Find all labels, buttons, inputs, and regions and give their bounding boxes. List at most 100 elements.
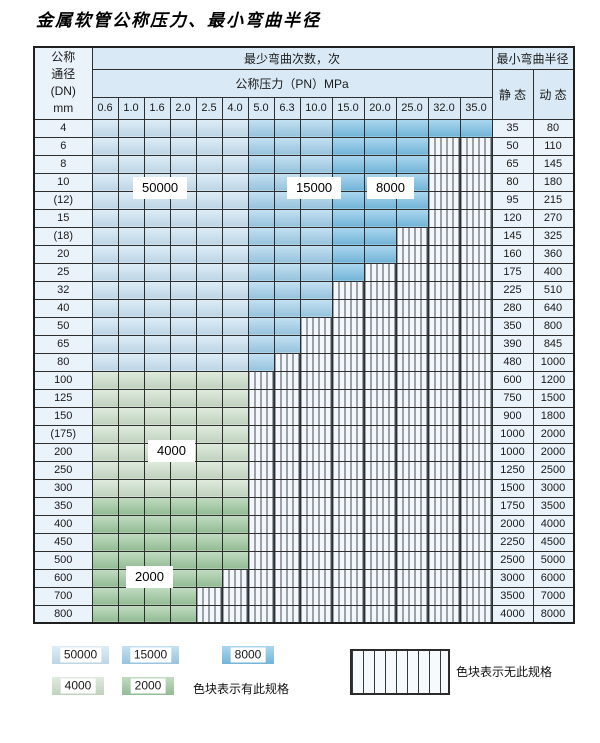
spec-cell-50000 [117,136,145,156]
spec-cell-4000 [195,460,223,480]
dynamic-radius-cell: 3500 [532,496,574,516]
dn-cell: 40 [33,298,93,318]
dn-cell: 80 [33,352,93,372]
pressure-column-header: 4.0 [221,96,249,120]
pressure-column-header: 25.0 [395,96,429,120]
no-spec-cell [395,244,429,264]
spec-table-body: 4 35 80 6 50 110 8 65 145 10 80 180 (12) 95 215 15 120 27… [33,118,574,624]
spec-cell-50000 [117,316,145,336]
spec-cell-50000 [221,136,249,156]
spec-cell-4000 [169,388,197,408]
static-radius-cell: 2500 [491,550,534,570]
no-spec-cell [459,442,493,462]
no-spec-cell [331,370,365,390]
spec-cell-15000 [299,298,333,318]
no-spec-cell [273,370,301,390]
no-spec-cell [363,442,397,462]
no-spec-cell [427,208,461,228]
legend-swatch-8000: 8000 [222,646,274,664]
pressure-column-header: 6.3 [273,96,301,120]
spec-cell-2000 [117,514,145,534]
table-row: 20 160 360 [33,244,574,264]
dn-cell: 20 [33,244,93,264]
no-spec-cell [247,388,275,408]
spec-cell-4000 [221,478,249,498]
no-spec-cell [459,388,493,408]
region-label-15000: 15000 [287,177,342,199]
dynamic-radius-cell: 640 [532,298,574,318]
spec-cell-2000 [195,550,223,570]
page-title: 金属软管公称压力、最小弯曲半径 [36,11,321,31]
spec-cell-2000 [91,496,119,516]
dn-cell: 250 [33,460,93,480]
spec-cell-50000 [169,154,197,174]
dynamic-radius-cell: 800 [532,316,574,336]
no-spec-cell [247,514,275,534]
static-radius-cell: 4000 [491,604,534,624]
no-spec-cell [395,424,429,444]
spec-cell-2000 [143,532,171,552]
static-radius-cell: 160 [491,244,534,264]
legend-swatch-4000: 4000 [52,677,104,695]
no-spec-cell [247,604,275,624]
legend-swatch-50000: 50000 [52,646,109,664]
no-spec-cell [363,478,397,498]
static-radius-cell: 1250 [491,460,534,480]
no-spec-cell [273,424,301,444]
spec-cell-8000 [395,154,429,174]
spec-cell-50000 [221,190,249,210]
spec-cell-15000 [273,244,301,264]
pressure-column-header: 35.0 [459,96,493,120]
no-spec-cell [459,298,493,318]
no-spec-cell [273,388,301,408]
spec-cell-4000 [143,406,171,426]
spec-cell-50000 [195,280,223,300]
spec-cell-4000 [91,424,119,444]
spec-cell-4000 [143,478,171,498]
spec-cell-50000 [91,352,119,372]
spec-cell-50000 [143,226,171,246]
no-spec-cell [247,424,275,444]
table-row: 300 1500 3000 [33,478,574,498]
static-radius-cell: 145 [491,226,534,246]
spec-cell-2000 [169,568,197,588]
no-spec-cell [331,298,365,318]
dn-cell: 500 [33,550,93,570]
spec-cell-50000 [91,226,119,246]
spec-cell-50000 [91,190,119,210]
spec-cell-50000 [117,352,145,372]
no-spec-cell [299,532,333,552]
spec-cell-15000 [247,352,275,372]
no-spec-cell [331,604,365,624]
spec-cell-15000 [247,334,275,354]
spec-cell-50000 [169,244,197,264]
dn-cell: (175) [33,424,93,444]
no-spec-cell [459,370,493,390]
spec-cell-15000 [247,280,275,300]
no-spec-cell [395,460,429,480]
legend-swatch-2000: 2000 [122,677,174,695]
spec-cell-8000 [331,244,365,264]
table-row: 80 480 1000 [33,352,574,372]
spec-cell-4000 [195,442,223,462]
spec-cell-50000 [169,280,197,300]
no-spec-cell [195,586,223,606]
region-label-2000: 2000 [126,566,173,588]
spec-cell-15000 [299,208,333,228]
spec-cell-2000 [117,586,145,606]
no-spec-cell [331,352,365,372]
spec-cell-50000 [143,118,171,138]
dn-cell: 8 [33,154,93,174]
no-spec-cell [363,334,397,354]
dn-cell: 450 [33,532,93,552]
no-spec-cell [459,586,493,606]
no-spec-cell [331,568,365,588]
spec-cell-4000 [117,424,145,444]
spec-cell-2000 [91,586,119,606]
no-spec-cell [363,298,397,318]
no-spec-cell [273,460,301,480]
static-radius-cell: 35 [491,118,534,138]
spec-cell-50000 [91,298,119,318]
no-spec-cell [331,532,365,552]
